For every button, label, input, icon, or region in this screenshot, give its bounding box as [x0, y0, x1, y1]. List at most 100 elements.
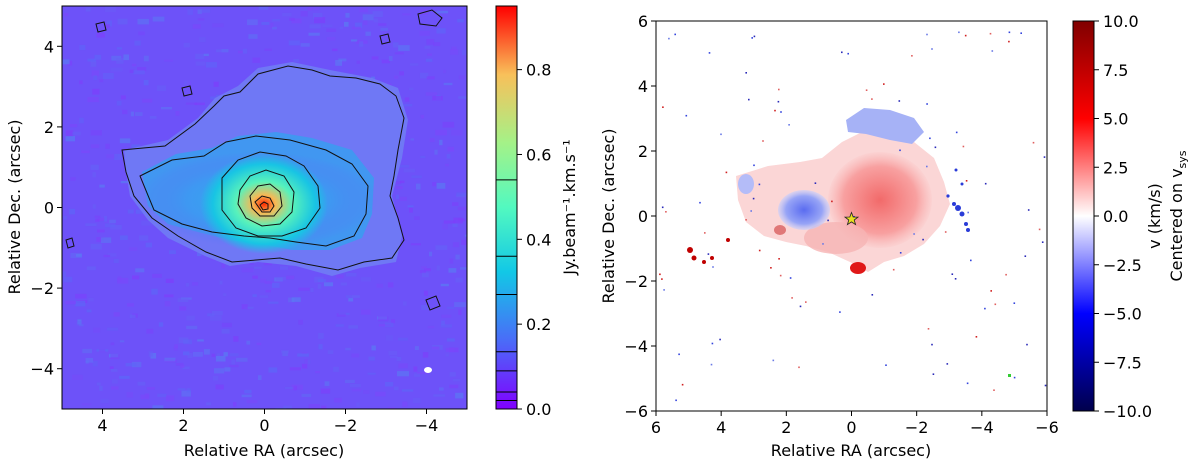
- noise-speck: [753, 35, 756, 38]
- noise-patch: [192, 24, 201, 29]
- noise-patch: [122, 109, 128, 115]
- noise-patch: [211, 353, 216, 357]
- noise-patch: [398, 45, 410, 51]
- noise-speck: [1008, 40, 1010, 43]
- noise-patch: [424, 46, 431, 49]
- contour-level-4: [237, 169, 295, 227]
- noise-patch: [268, 301, 279, 304]
- noise-speck: [778, 88, 780, 91]
- noise-speck: [964, 34, 967, 37]
- noise-patch: [387, 407, 395, 409]
- noise-patch: [270, 22, 274, 29]
- noise-patch: [318, 344, 323, 350]
- noise-patch: [419, 270, 426, 274]
- noise-patch: [263, 262, 272, 266]
- noise-patch: [93, 75, 97, 81]
- noise-patch: [426, 39, 435, 45]
- noise-patch: [411, 175, 422, 179]
- noise-speck: [675, 399, 677, 402]
- noise-patch: [420, 155, 426, 159]
- noise-patch: [423, 290, 428, 296]
- y-tick-label: −2: [30, 279, 54, 298]
- noise-patch: [95, 218, 100, 222]
- noise-patch: [142, 98, 153, 103]
- noise-patch: [244, 306, 254, 309]
- colorbar-tick-label: 0.2: [526, 315, 551, 334]
- noise-patch: [86, 266, 96, 271]
- left-colorbar-ticks: 0.0 0.2 0.4 0.6 0.8: [517, 61, 551, 419]
- noise-speck: [931, 48, 933, 50]
- noise-patch: [432, 346, 440, 350]
- noise-patch: [394, 75, 399, 79]
- noise-patch: [258, 375, 262, 380]
- noise-patch: [175, 362, 184, 366]
- noise-patch: [85, 360, 89, 364]
- noise-patch: [427, 325, 435, 329]
- noise-patch: [69, 124, 78, 128]
- noise-patch: [395, 194, 400, 200]
- noise-speck: [1041, 241, 1044, 243]
- noise-patch: [90, 144, 100, 149]
- colorbar-tick-label: −2.5: [1103, 256, 1142, 275]
- colorbar-tick-label: 5.0: [1103, 110, 1128, 129]
- colorbar-tick-label: 0.4: [526, 230, 551, 249]
- noise-patch: [464, 234, 467, 237]
- noise-speck: [922, 238, 924, 241]
- noise-patch: [134, 40, 141, 46]
- noise-patch: [205, 62, 217, 68]
- noise-patch: [449, 372, 456, 377]
- noise-speck: [899, 149, 901, 152]
- noise-patch: [215, 384, 224, 390]
- noise-speck: [745, 72, 747, 74]
- noise-patch: [165, 278, 174, 283]
- noise-patch: [164, 59, 173, 62]
- noise-speck: [751, 37, 753, 39]
- noise-patch: [128, 247, 138, 251]
- y-tick-label: 0: [638, 207, 648, 226]
- noise-patch: [179, 306, 187, 311]
- noise-patch: [453, 217, 463, 224]
- noise-patch: [113, 258, 119, 264]
- noise-patch: [321, 405, 327, 409]
- noise-patch: [129, 69, 135, 73]
- noise-patch: [462, 50, 467, 56]
- noise-patch: [92, 361, 98, 367]
- noise-speck: [814, 182, 817, 184]
- noise-patch: [157, 85, 166, 91]
- noise-speck: [678, 353, 680, 356]
- noise-patch: [123, 54, 129, 61]
- noise-patch: [447, 146, 454, 152]
- x-tick-label: 0: [846, 418, 856, 437]
- noise-speck: [958, 31, 960, 34]
- noise-patch: [261, 22, 270, 25]
- noise-speck: [871, 98, 873, 100]
- noise-patch: [452, 202, 459, 206]
- noise-speck: [975, 336, 978, 338]
- noise-patch: [288, 297, 295, 303]
- noise-speck: [885, 364, 887, 366]
- noise-patch: [99, 349, 106, 353]
- noise-patch: [443, 69, 447, 74]
- noise-patch: [143, 80, 149, 86]
- noise-speck: [839, 311, 841, 313]
- contour-level-6: [254, 195, 275, 213]
- noise-patch: [173, 346, 178, 351]
- noise-patch: [133, 70, 145, 75]
- noise-patch: [450, 49, 459, 55]
- noise-patch: [413, 373, 420, 377]
- noise-speck: [753, 164, 755, 167]
- noise-patch: [448, 268, 457, 273]
- noise-patch: [442, 223, 448, 230]
- noise-patch: [365, 31, 371, 36]
- noise-patch: [221, 322, 232, 328]
- right-xlabel: Relative RA (arcsec): [771, 441, 931, 460]
- noise-patch: [182, 366, 190, 370]
- noise-patch: [371, 345, 376, 351]
- noise-speck: [668, 37, 670, 40]
- noise-patch: [425, 58, 433, 62]
- noise-patch: [352, 388, 361, 392]
- noise-patch: [348, 325, 359, 329]
- noise-patch: [410, 243, 421, 246]
- noise-patch: [100, 398, 109, 404]
- noise-patch: [151, 288, 158, 295]
